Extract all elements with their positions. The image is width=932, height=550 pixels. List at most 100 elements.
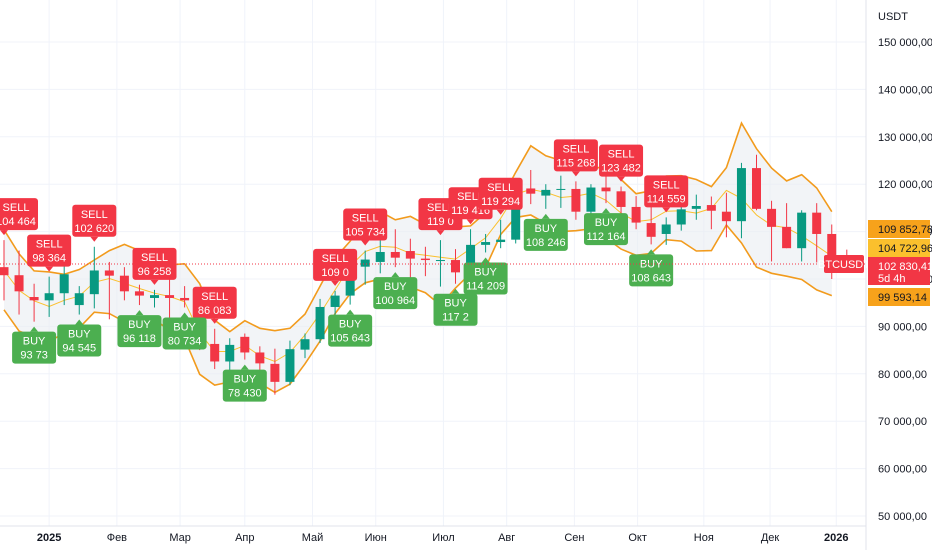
candle-body	[511, 188, 521, 240]
y-tick-label: 50 000,00	[878, 511, 927, 523]
signal-value: 119 294	[481, 196, 520, 208]
signal-box	[192, 286, 237, 319]
candle-body	[315, 306, 325, 340]
candle-body	[586, 187, 596, 212]
signal-box	[584, 213, 628, 246]
candle-body	[736, 168, 746, 222]
upper-band-tag	[868, 220, 930, 238]
signal-pointer	[481, 257, 490, 263]
candle-body	[225, 344, 235, 362]
candle-body	[390, 251, 400, 258]
buy-signal: BUY 105 643	[328, 309, 373, 347]
sell-signal: SELL 96 258	[132, 247, 177, 285]
signal-pointer	[346, 309, 355, 315]
signal-box	[132, 247, 177, 280]
candle-body	[104, 270, 114, 276]
candle-body	[691, 206, 701, 209]
sell-signal: SELL 98 364	[27, 234, 72, 272]
price-axis[interactable]: USDT 150 000,00 140 000,00 130 000,00 120 0…	[865, 0, 932, 550]
signal-label: SELL	[608, 149, 635, 161]
candle-body	[14, 275, 24, 292]
x-tick-label: 2025	[37, 532, 61, 544]
candle-body	[601, 187, 611, 192]
signal-value: 96 258	[138, 266, 172, 278]
sell-signal: SELL 104 464	[0, 198, 38, 236]
signal-box	[629, 254, 674, 287]
lower-band-value: 99 593,14	[878, 292, 927, 304]
candle-body	[797, 212, 807, 249]
signal-label: BUY	[68, 329, 91, 341]
signal-label: SELL	[653, 179, 680, 191]
signal-label: BUY	[444, 298, 467, 310]
signal-value: 115 268	[556, 157, 595, 169]
signal-box	[328, 314, 373, 347]
buy-signal: BUY 96 118	[117, 310, 162, 348]
candle-body	[210, 343, 220, 362]
signal-pointer	[602, 208, 610, 214]
price-tags: BTCUSDT 109 852,78 104 722,96 102 830,41…	[0, 220, 932, 306]
buy-signal: BUY 117 2	[433, 288, 478, 326]
buy-signal: BUY 93 73	[12, 326, 57, 364]
signal-value: 98 364	[32, 253, 66, 265]
signal-label: SELL	[201, 291, 228, 303]
candle-body	[767, 208, 777, 227]
signal-pointer	[662, 207, 671, 213]
signal-box	[117, 315, 162, 348]
signal-pointer	[331, 280, 340, 286]
candle-body	[661, 224, 671, 234]
signal-box	[72, 204, 117, 237]
sell-signal: SELL 123 482	[599, 144, 644, 182]
signal-label: SELL	[487, 182, 514, 194]
symbol-tag-text: BTCUSDT	[818, 259, 870, 271]
candle-body	[646, 223, 656, 237]
current-price-value: 102 830,41	[878, 261, 932, 273]
signal-pointer	[647, 249, 656, 255]
candle-body	[180, 297, 190, 301]
signal-label: SELL	[562, 143, 589, 155]
signal-box	[478, 177, 523, 210]
candle-body	[405, 251, 415, 259]
candles	[0, 154, 852, 395]
candle-body	[571, 188, 581, 212]
signal-pointer	[541, 213, 550, 219]
y-tick-label: 140 000,00	[878, 84, 932, 96]
buy-signal: BUY 112 164	[584, 208, 628, 246]
candle-body	[0, 267, 9, 276]
candle-body	[74, 293, 84, 306]
signal-pointer	[571, 171, 580, 177]
buy-signal: BUY 94 545	[57, 319, 102, 357]
signal-pointer	[45, 266, 54, 272]
candle-body	[556, 188, 566, 190]
signal-value: 104 464	[0, 216, 36, 228]
candle-body	[676, 209, 686, 225]
candle-body	[44, 293, 54, 301]
signal-box	[12, 331, 57, 364]
signal-box	[373, 277, 418, 310]
buy-signal: BUY 80 734	[162, 312, 207, 350]
signal-value: 93 73	[20, 350, 48, 362]
sell-signal: SELL 114 559	[644, 175, 689, 213]
x-tick-label: Дек	[761, 532, 780, 544]
y-tick-label: 90 000,00	[878, 321, 927, 333]
signal-pointer	[90, 236, 99, 242]
candle-body	[255, 352, 265, 364]
buy-signal: BUY 78 430	[222, 364, 267, 402]
candle-body	[300, 339, 310, 350]
signal-box	[553, 139, 598, 172]
time-axis[interactable]: 2025 Фев Мар Апр Май Июн Июл Авг Сен Окт Ноя Дек 202…	[0, 525, 866, 544]
buy-signal: BUY 100 964	[373, 272, 418, 310]
signal-label: SELL	[427, 202, 454, 214]
candle-body	[270, 363, 280, 382]
signal-label: BUY	[595, 217, 618, 229]
signal-pointer	[75, 319, 84, 325]
signal-pointer	[240, 364, 249, 370]
signal-pointer	[496, 209, 505, 215]
y-tick-label: 150 000,00	[878, 37, 932, 49]
middle-band-line	[3, 188, 833, 363]
candle-body	[240, 336, 250, 353]
signal-pointer	[466, 219, 475, 225]
